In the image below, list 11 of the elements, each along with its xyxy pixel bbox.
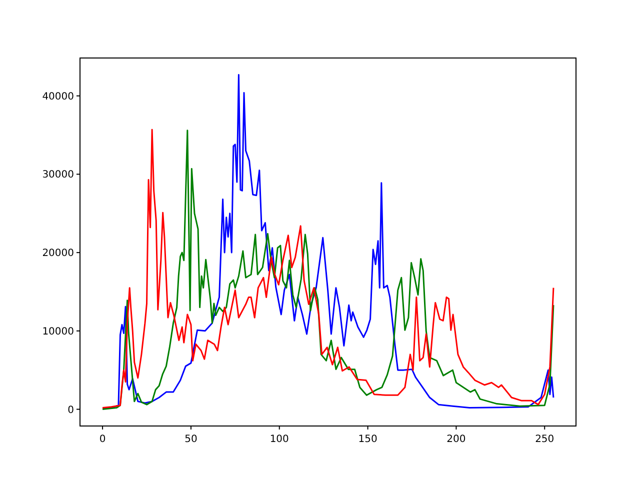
x-tick-label: 0 (99, 434, 106, 445)
x-tick-label: 250 (535, 434, 554, 445)
y-tick-label: 0 (68, 404, 74, 416)
y-tick-label: 40000 (42, 91, 74, 102)
y-tick-label: 30000 (42, 170, 74, 181)
x-tick-label: 150 (358, 434, 378, 445)
y-tick-label: 10000 (42, 326, 74, 338)
x-tick-label: 50 (184, 434, 198, 445)
x-tick-label: 100 (270, 434, 289, 445)
y-tick-label: 20000 (42, 248, 74, 260)
x-tick-label: 200 (446, 434, 466, 445)
